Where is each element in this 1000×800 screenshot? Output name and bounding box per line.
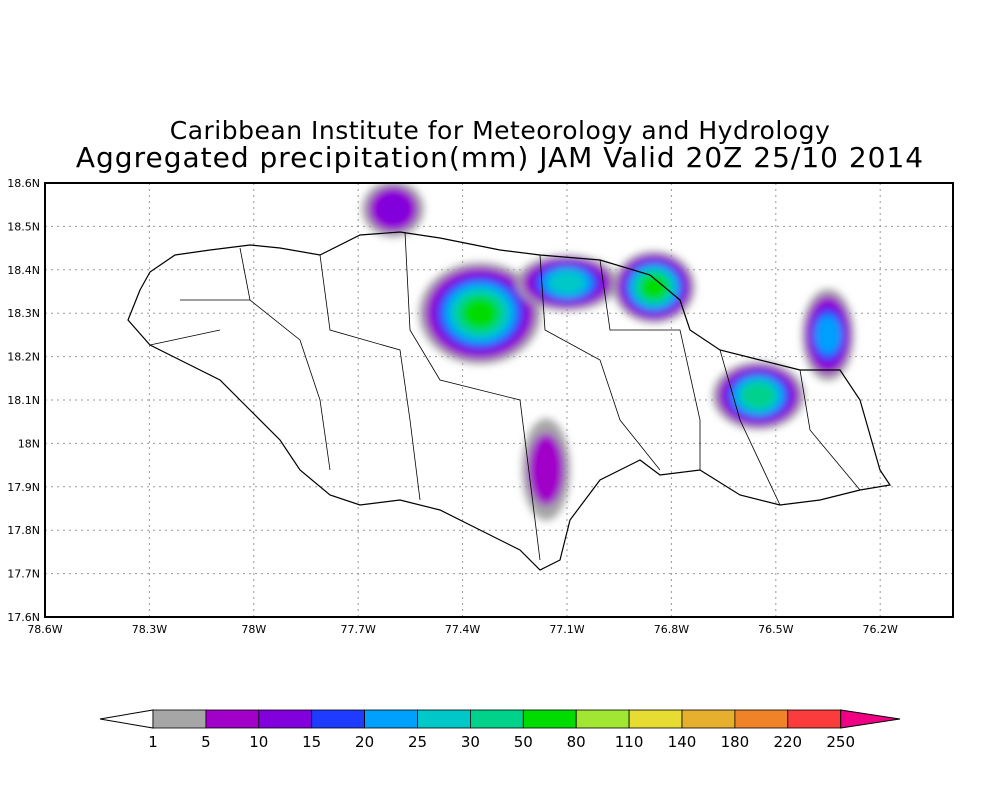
colorbar-label: 110 [615,733,644,751]
precip-contour [528,433,565,506]
axis-ticks: 78.6W 78.3W 78W 77.7W 77.4W 77.1W 76.8W 76.5W 76… [7,177,898,636]
precip-contour [640,274,668,300]
y-tick-label: 17.9N [7,481,40,494]
y-tick-label: 18.2N [7,351,40,364]
y-tick-label: 17.6N [7,611,40,624]
precip-contour [374,192,412,227]
x-tick-label: 76.8W [654,623,689,636]
jamaica-coastline [127,231,892,571]
plot-frame [44,182,954,618]
colorbar-label: 25 [408,733,427,751]
colorbar-label: 250 [826,733,855,751]
precip-contour [548,270,586,296]
colorbar-swatch [152,709,207,729]
y-tick-label: 17.7N [7,568,40,581]
precip-contour [815,315,841,355]
colorbar-swatch [364,709,418,729]
colorbar-swatch [258,709,313,729]
x-tick-label: 77.1W [549,623,584,636]
y-tick-label: 18.1N [7,394,40,407]
colorbar-label: 30 [461,733,480,751]
colorbar-swatch [734,709,789,729]
x-tick-label: 77.4W [445,623,480,636]
precip-shading [362,183,854,521]
colorbar-label: 1 [148,733,158,751]
colorbar-label: 180 [721,733,750,751]
colorbar-swatch [681,709,736,729]
colorbar-label: 20 [355,733,374,751]
y-tick-label: 18N [18,437,40,450]
colorbar-swatch [469,709,524,729]
colorbar: 1 5 10 15 20 25 30 50 80 110 140 180 220 250 [99,709,901,751]
colorbar-swatch [205,709,260,729]
parish-boundaries [149,231,861,561]
colorbar-swatch [417,709,471,729]
colorbar-label: 220 [773,733,802,751]
y-tick-label: 18.4N [7,264,40,277]
y-tick-label: 18.6N [7,177,40,190]
colorbar-label: 10 [249,733,268,751]
colorbar-under-arrow [99,709,154,729]
x-tick-label: 78W [241,623,266,636]
figure-subtitle: Aggregated precipitation(mm) JAM Valid 2… [75,141,925,174]
x-tick-label: 78.3W [132,623,167,636]
colorbar-swatch [787,709,842,729]
colorbar-label: 50 [514,733,533,751]
x-tick-label: 78.6W [27,623,62,636]
x-tick-label: 76.5W [758,623,793,636]
y-tick-label: 18.5N [7,220,40,233]
colorbar-swatch [311,709,366,729]
precip-contour [742,382,775,409]
x-tick-label: 77.7W [341,623,376,636]
x-tick-label: 76.2W [863,623,898,636]
precip-contour [461,297,499,330]
grid-lines [45,183,953,617]
colorbar-label: 80 [567,733,586,751]
colorbar-swatch [575,709,630,729]
colorbar-label: 5 [201,733,211,751]
colorbar-swatch [628,709,683,729]
colorbar-over-arrow [840,709,901,729]
y-tick-label: 17.8N [7,524,40,537]
colorbar-swatch [522,709,577,729]
y-tick-label: 18.3N [7,307,40,320]
colorbar-label: 140 [668,733,697,751]
figure-title: Caribbean Institute for Meteorology and … [169,116,831,145]
colorbar-label: 15 [302,733,321,751]
